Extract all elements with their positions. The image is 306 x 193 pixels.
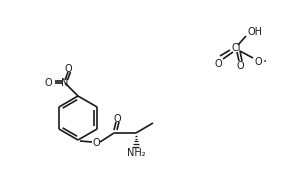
Text: O: O: [44, 78, 52, 88]
Text: O: O: [236, 61, 244, 71]
Text: O: O: [254, 57, 262, 67]
Text: NH₂: NH₂: [127, 148, 145, 158]
Text: O: O: [64, 64, 72, 74]
Text: O: O: [113, 114, 121, 124]
Text: O: O: [92, 138, 100, 148]
Text: ·: ·: [263, 55, 267, 69]
Text: N: N: [61, 78, 69, 88]
Text: O: O: [214, 59, 222, 69]
Text: Cl: Cl: [231, 43, 241, 53]
Text: OH: OH: [248, 27, 263, 37]
